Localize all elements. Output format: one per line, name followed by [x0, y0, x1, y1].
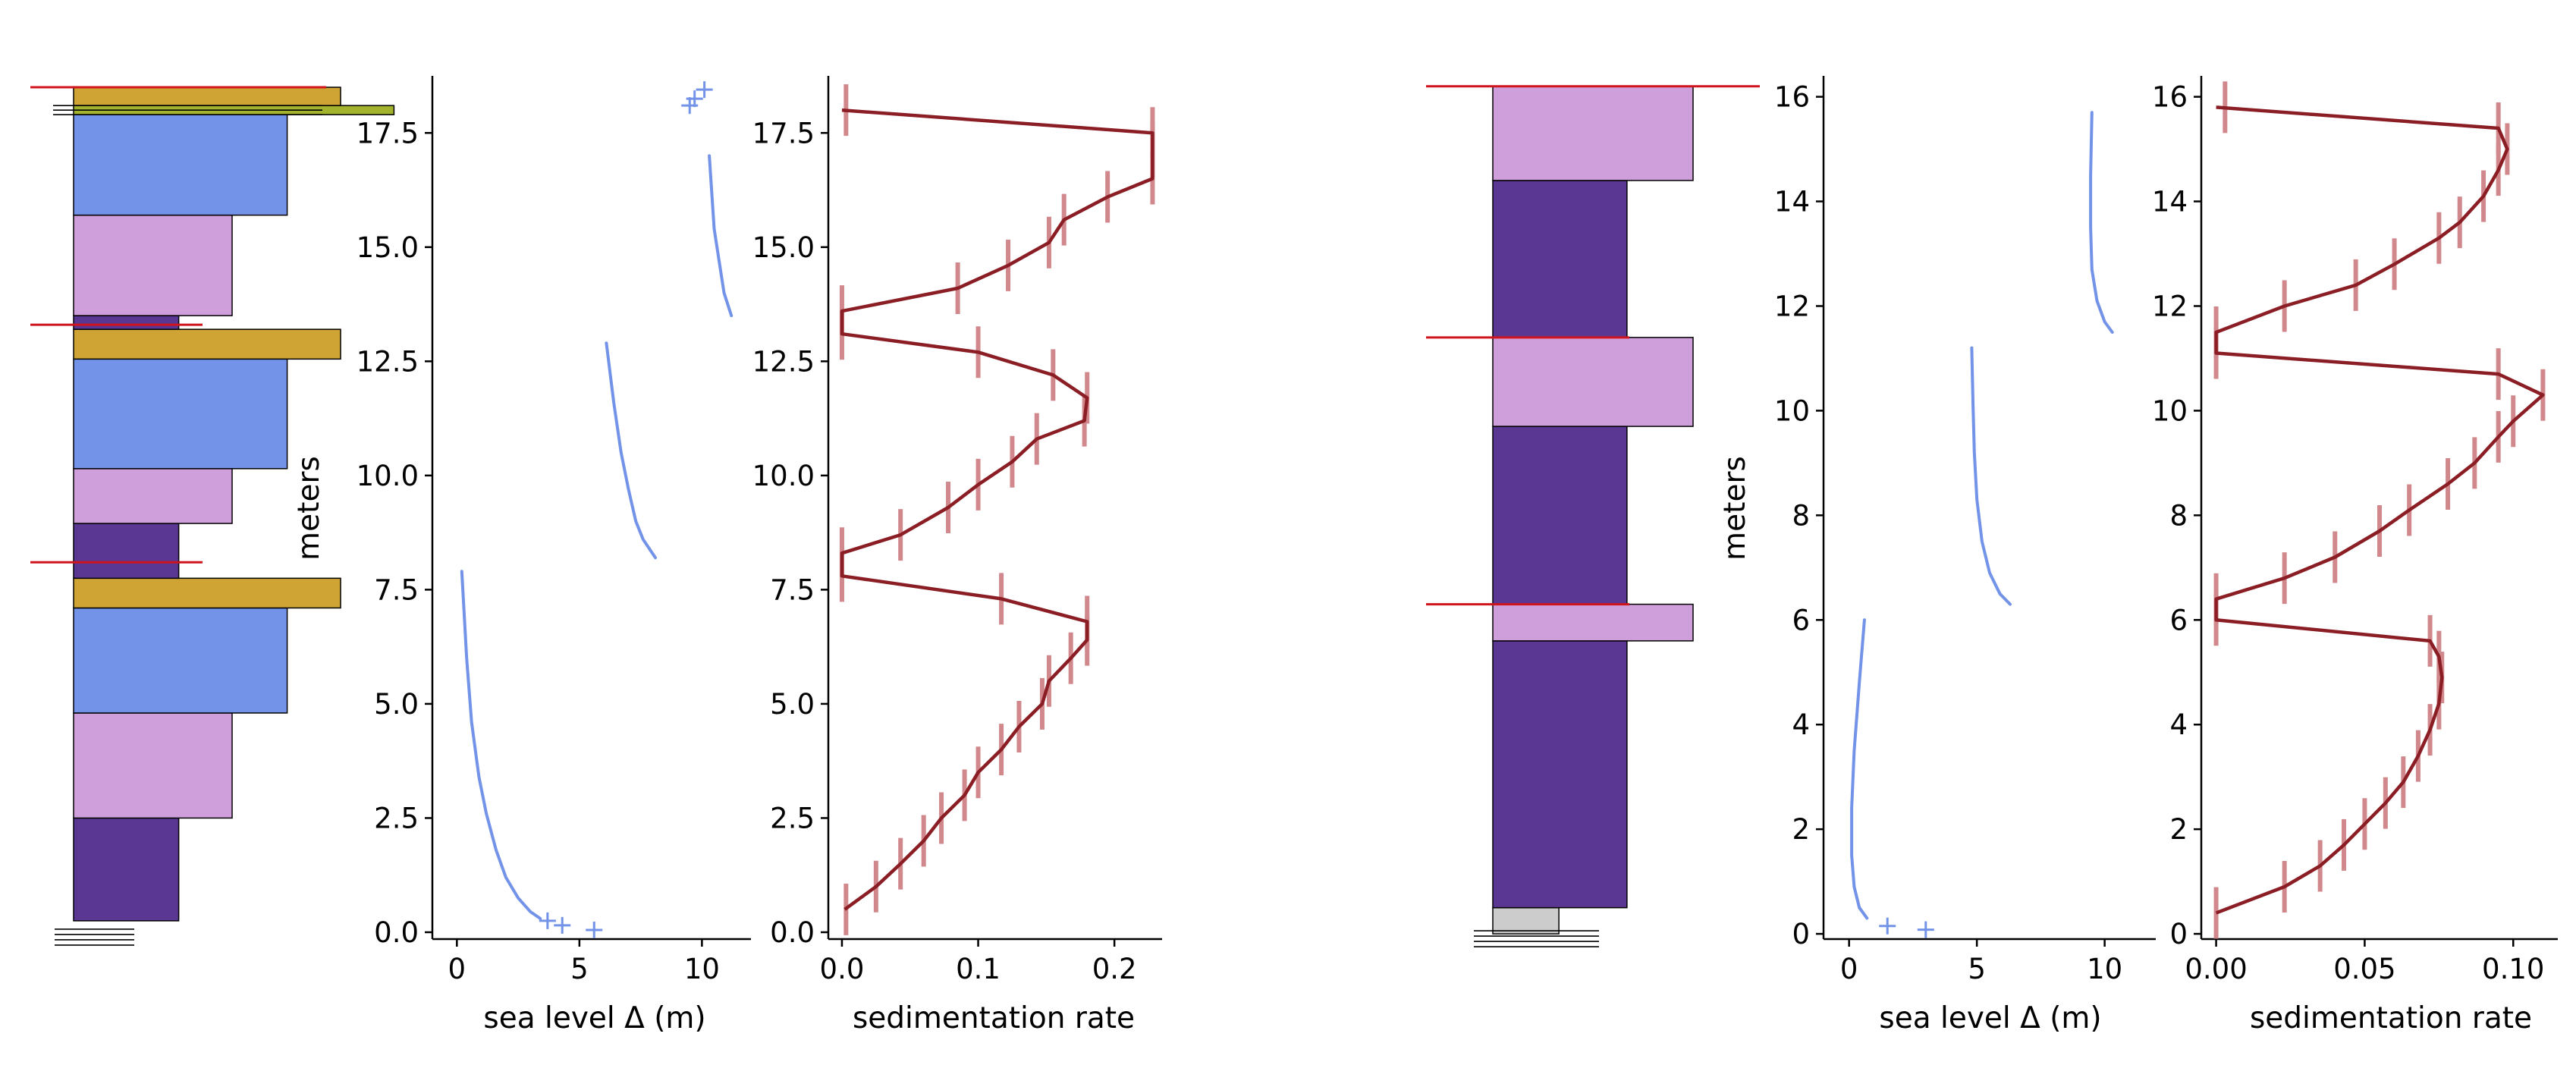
- bed-light_purple: [1492, 337, 1694, 427]
- bed-light_purple: [1492, 603, 1694, 642]
- sedimentation-curve: [840, 108, 1154, 911]
- sea-level-curve: [605, 341, 657, 560]
- right-sea-level-panel: sea level Δ (m) meters 0 2 4 6 8 10 12 14 16 0 5 10: [1718, 76, 2156, 1035]
- y-tick-label: 4: [2169, 708, 2188, 741]
- sea-level-marker: [1879, 917, 1896, 935]
- y-tick-label: 12.5: [357, 345, 419, 378]
- x-tick-label: 0.10: [2482, 953, 2544, 985]
- y-tick-label: 17.5: [752, 117, 815, 149]
- bed-light_purple: [73, 468, 233, 524]
- y-tick-label: 0.0: [374, 916, 419, 949]
- right-sed-xlabel: sedimentation rate: [2250, 1001, 2532, 1035]
- x-tick-label: 5: [570, 953, 589, 985]
- y-tick-label: 2: [2169, 813, 2188, 846]
- right-sea-level-xlabel: sea level Δ (m): [1879, 1001, 2101, 1035]
- bed-dark_purple: [73, 523, 180, 580]
- bed-gold: [73, 328, 341, 360]
- y-tick-label: 0: [2169, 918, 2188, 950]
- bed-gold: [73, 86, 341, 106]
- y-tick-label: 16: [2152, 81, 2188, 114]
- x-tick-label: 0.2: [1092, 953, 1137, 985]
- y-tick-label: 7.5: [374, 573, 419, 606]
- sea-level-marker: [554, 916, 571, 934]
- y-tick-label: 0: [1792, 918, 1810, 950]
- x-tick-label: 10: [684, 953, 720, 985]
- y-tick-label: 12: [1774, 290, 1810, 322]
- bed-dark_purple: [73, 315, 180, 330]
- right-strat-column: [1426, 85, 1760, 947]
- bed-light_purple: [73, 712, 233, 819]
- right-sedimentation-panel: sedimentation rate 0 2 4 6 8 10 12 14 16 0.00 0.05…: [2152, 76, 2558, 1035]
- sea-level-curve: [460, 570, 542, 920]
- bed-blue: [73, 114, 288, 216]
- sea-level-curve: [1850, 618, 1869, 920]
- y-tick-label: 7.5: [770, 573, 815, 606]
- left-sedimentation-panel: sedimentation rate 0.0 2.5 5.0 7.5 10.0 12.5 1…: [752, 76, 1162, 1035]
- left-sed-xlabel: sedimentation rate: [853, 1001, 1135, 1035]
- y-tick-label: 10.0: [752, 460, 815, 492]
- y-tick-label: 2: [1792, 813, 1810, 846]
- x-tick-label: 0: [448, 953, 467, 985]
- bed-blue: [73, 358, 288, 470]
- y-tick-label: 17.5: [357, 117, 419, 149]
- sea-level-curve: [708, 154, 734, 318]
- sea-level-marker: [1917, 921, 1934, 938]
- y-tick-label: 12.5: [752, 345, 815, 378]
- bed-light_purple: [1492, 86, 1694, 181]
- x-tick-label: 0.00: [2185, 953, 2247, 985]
- y-tick-label: 10.0: [357, 460, 419, 492]
- right-ylabel: meters: [1718, 456, 1752, 561]
- sea-level-marker: [686, 90, 703, 108]
- bed-dark_purple: [1492, 180, 1628, 338]
- x-tick-label: 0: [1840, 953, 1858, 985]
- y-tick-label: 6: [1792, 604, 1810, 636]
- bed-dark_purple: [1492, 426, 1628, 605]
- x-tick-label: 0.1: [956, 953, 1001, 985]
- y-tick-label: 14: [2152, 186, 2188, 218]
- y-tick-label: 2.5: [770, 802, 815, 834]
- y-tick-label: 10: [1774, 394, 1810, 427]
- y-tick-label: 12: [2152, 290, 2188, 322]
- y-tick-label: 8: [1792, 499, 1810, 532]
- y-tick-label: 15.0: [357, 231, 419, 264]
- x-tick-label: 5: [1968, 953, 1986, 985]
- bed-gold: [73, 577, 341, 609]
- y-tick-label: 2.5: [374, 802, 419, 834]
- sedimentation-curve: [2214, 105, 2545, 915]
- y-tick-label: 5.0: [374, 688, 419, 721]
- y-tick-label: 15.0: [752, 231, 815, 264]
- y-tick-label: 5.0: [770, 688, 815, 721]
- y-tick-label: 10: [2152, 394, 2188, 427]
- left-sea-level-xlabel: sea level Δ (m): [483, 1001, 705, 1035]
- sea-level-marker: [539, 912, 556, 929]
- sea-level-curve: [1970, 346, 2012, 606]
- x-tick-label: 0.05: [2333, 953, 2395, 985]
- left-strat-column: [30, 86, 395, 946]
- x-tick-label: 0.0: [820, 953, 865, 985]
- y-tick-label: 6: [2169, 604, 2188, 636]
- x-tick-label: 10: [2087, 953, 2122, 985]
- y-tick-label: 8: [2169, 499, 2188, 532]
- left-ylabel: meters: [292, 456, 326, 561]
- y-tick-label: 0.0: [770, 916, 815, 949]
- y-tick-label: 14: [1774, 186, 1810, 218]
- sea-level-curve: [2089, 111, 2114, 334]
- sea-level-marker: [696, 81, 713, 99]
- sea-level-marker: [586, 921, 603, 938]
- bed-blue: [73, 607, 288, 714]
- bed-grey: [1492, 906, 1560, 935]
- y-tick-label: 16: [1774, 81, 1810, 114]
- bed-light_purple: [73, 214, 233, 316]
- y-tick-label: 4: [1792, 708, 1810, 741]
- bed-dark_purple: [73, 817, 180, 922]
- bed-dark_purple: [1492, 640, 1628, 909]
- left-sea-level-panel: sea level Δ (m) meters 0.0 2.5 5.0 7.5 10.0 1…: [292, 76, 751, 1035]
